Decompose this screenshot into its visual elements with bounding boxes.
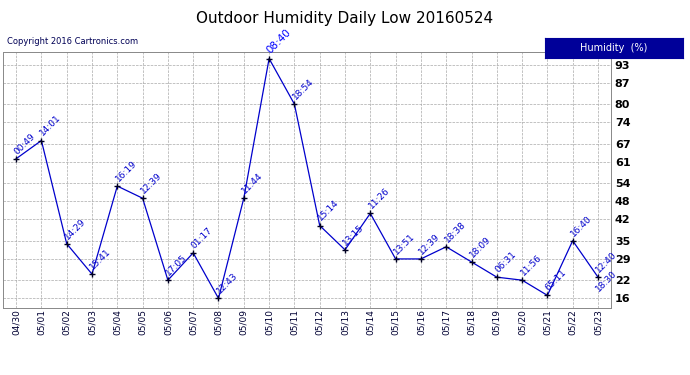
Text: 65:11: 65:11 (544, 268, 569, 292)
Text: 06:31: 06:31 (493, 250, 518, 274)
Text: 13:51: 13:51 (392, 231, 417, 256)
Text: 17:05: 17:05 (164, 253, 189, 278)
Text: Outdoor Humidity Daily Low 20160524: Outdoor Humidity Daily Low 20160524 (197, 11, 493, 26)
Text: 12:43: 12:43 (215, 271, 239, 296)
Text: 15:14: 15:14 (316, 198, 341, 223)
Text: 11:56: 11:56 (518, 253, 543, 278)
Text: 12:39: 12:39 (417, 232, 442, 256)
Text: 13:15: 13:15 (342, 222, 366, 247)
Text: 08:40: 08:40 (265, 28, 293, 56)
Text: 18:09: 18:09 (468, 234, 493, 259)
Text: 00:49: 00:49 (12, 131, 37, 156)
Text: Copyright 2016 Cartronics.com: Copyright 2016 Cartronics.com (7, 38, 138, 46)
Text: 15:41: 15:41 (88, 247, 113, 272)
Text: 12:40: 12:40 (594, 250, 619, 274)
Text: Humidity  (%): Humidity (%) (580, 43, 648, 53)
Text: 14:29: 14:29 (63, 216, 88, 241)
Text: 12:39: 12:39 (139, 171, 164, 195)
Text: 18:54: 18:54 (290, 77, 315, 101)
Text: 18:30: 18:30 (594, 269, 619, 294)
Text: 01:17: 01:17 (190, 225, 215, 250)
Text: 14:01: 14:01 (38, 113, 62, 138)
Text: 11:26: 11:26 (366, 186, 391, 211)
Text: 16:19: 16:19 (114, 159, 139, 183)
Text: 18:38: 18:38 (442, 219, 467, 244)
Text: 16:40: 16:40 (569, 213, 593, 238)
Text: 11:44: 11:44 (240, 171, 265, 195)
